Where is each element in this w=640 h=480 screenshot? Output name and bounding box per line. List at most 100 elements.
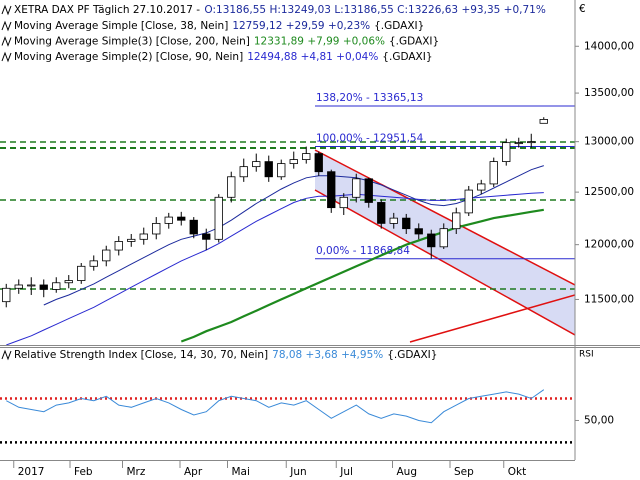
candle-body — [39, 284, 48, 290]
legend-icon — [1, 349, 12, 361]
x-tick-label: Mrz — [127, 466, 146, 478]
candle-body — [502, 142, 511, 163]
indicator-line — [43, 165, 544, 306]
candle-body — [89, 260, 98, 267]
candle-body — [114, 241, 123, 251]
x-tick-label: Jul — [339, 466, 353, 478]
indicator-line — [180, 208, 544, 343]
candle-body — [377, 202, 386, 224]
channel-line — [314, 149, 575, 286]
x-tick-label: Okt — [508, 466, 526, 478]
candle-body — [389, 217, 398, 224]
candle-body — [314, 153, 323, 173]
candle-body — [464, 189, 473, 214]
legend-text: 12331,89 +7,99 +0,06% — [254, 36, 385, 48]
candle-body — [227, 176, 236, 198]
y-tick-label: 14000,00 — [584, 40, 634, 52]
legend-icon — [1, 36, 12, 47]
candle-body — [239, 166, 248, 178]
candle-body — [289, 159, 298, 165]
y-tick-label: 11500,00 — [584, 293, 634, 305]
candle-body — [427, 233, 436, 248]
legend-entry: Moving Average Simple [Close, 38, Nein] 1… — [14, 20, 424, 32]
legend-text: Moving Average Simple(3) [Close, 200, Ne… — [14, 36, 250, 48]
legend-text: Moving Average Simple [Close, 38, Nein] — [14, 20, 228, 32]
candle-body — [152, 222, 161, 235]
x-tick-label: Aug — [397, 466, 418, 478]
legend-icon — [1, 20, 12, 32]
legend-text: O:13186,55 H:13249,03 L:13186,55 C:13226… — [204, 4, 545, 16]
legend-icon — [1, 4, 12, 16]
candle-body — [2, 287, 11, 303]
candle-body — [14, 284, 23, 289]
candle-body — [102, 249, 111, 262]
legend-entry: Moving Average Simple(3) [Close, 200, Ne… — [14, 36, 439, 48]
fib-label: 100,00% - 12951,54 — [316, 132, 424, 144]
legend-text: XETRA DAX PF Täglich 27.10.2017 - — [14, 4, 200, 16]
candle-body — [202, 233, 211, 240]
y-tick-label: 13000,00 — [584, 136, 634, 148]
legend-text: {.GDAXI} — [389, 36, 439, 48]
legend: XETRA DAX PF Täglich 27.10.2017 - O:13186… — [1, 4, 546, 361]
candle-body — [164, 216, 173, 224]
legend-text: {.GDAXI} — [382, 51, 432, 63]
candle-body — [402, 217, 411, 230]
candle-body — [27, 284, 36, 287]
legend-entry: Moving Average Simple(2) [Close, 90, Nei… — [14, 51, 433, 63]
y-tick-label: 12500,00 — [584, 186, 634, 198]
candle-body — [214, 196, 223, 240]
y-tick-label: 50,00 — [584, 414, 614, 426]
legend-entry: Relative Strength Index [Close, 14, 30, … — [14, 349, 437, 361]
candle-body — [352, 178, 361, 198]
candle-body — [452, 212, 461, 230]
indicator-line — [6, 192, 544, 345]
candle-body — [439, 228, 448, 248]
candle-body — [302, 153, 311, 160]
rsi-axis-label: RSI — [579, 350, 594, 360]
legend-text: 12759,12 +29,59 +0,23% — [232, 20, 370, 32]
y-tick-label: 12000,00 — [584, 239, 634, 251]
indicator-line — [6, 389, 545, 424]
candle-body — [252, 161, 261, 168]
candle-body — [414, 228, 423, 235]
channel-line — [314, 189, 575, 336]
candle-body — [477, 183, 486, 191]
x-tick-label: Mai — [232, 466, 250, 478]
candle-body — [527, 141, 536, 144]
x-tick-label: Jun — [289, 466, 306, 478]
candle-body — [489, 161, 498, 185]
candle-body — [277, 163, 286, 178]
y-tick-label: 13500,00 — [584, 87, 634, 99]
fib-label: 138,20% - 13365,13 — [316, 92, 423, 104]
currency-label: € — [579, 3, 586, 15]
legend-text: 12494,88 +4,81 +0,04% — [247, 51, 378, 63]
fib-label: 0,00% - 11868,84 — [316, 245, 410, 257]
price-panel: 138,20% - 13365,13 100,00% - 12951,54 0,00… — [0, 92, 575, 345]
legend-text: 78,08 +3,68 +4,95% — [272, 349, 383, 361]
candle-body — [52, 282, 61, 290]
candle-body — [264, 161, 273, 178]
candle-body — [177, 216, 186, 221]
candle-body — [64, 280, 73, 284]
legend-text: {.GDAXI} — [387, 349, 437, 361]
x-tick-label: Feb — [74, 466, 93, 478]
x-tick-label: Apr — [184, 466, 203, 478]
legend-entry: XETRA DAX PF Täglich 27.10.2017 - O:13186… — [14, 4, 546, 16]
candle-body — [189, 219, 198, 235]
candle-body — [327, 171, 336, 209]
x-tick-label: Sep — [454, 466, 474, 478]
candle-body — [139, 233, 148, 240]
candle-body — [127, 238, 136, 242]
rsi-panel — [0, 389, 575, 444]
legend-text: Moving Average Simple(2) [Close, 90, Nei… — [14, 51, 243, 63]
x-tick-label: 2017 — [18, 466, 45, 478]
candle-body — [364, 178, 373, 203]
trend-line — [409, 294, 575, 343]
candle-body — [514, 142, 523, 145]
legend-text: Relative Strength Index [Close, 14, 30, … — [14, 349, 268, 361]
candle-body — [77, 265, 86, 281]
candle-body — [539, 119, 548, 124]
